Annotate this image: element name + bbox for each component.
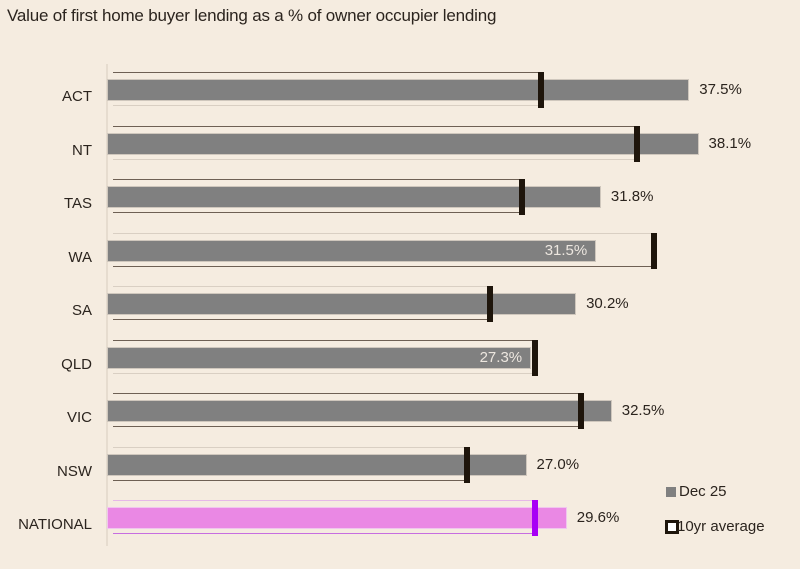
filled-square-icon (666, 487, 676, 497)
outlined-square-icon (665, 520, 679, 534)
category-label: NT (72, 141, 92, 159)
value-bar (108, 294, 576, 314)
category-label: ACT (62, 88, 92, 105)
category-label: VIC (66, 409, 92, 426)
category-label: SA (71, 302, 92, 319)
value-label: 32.5% (621, 402, 665, 419)
legend-label-dec25: Dec 25 (679, 483, 727, 500)
average-marker (486, 286, 493, 322)
category-label: NSW (57, 462, 92, 480)
chart-row-wa: WA 31.5% (0, 232, 800, 287)
value-bar (108, 401, 611, 421)
average-marker (531, 339, 538, 376)
chart-row-sa: SA 30.2% (0, 286, 800, 340)
category-label: NATIONAL (18, 516, 92, 533)
chart-row-act: ACT 37.5% (0, 72, 800, 126)
average-outline (113, 232, 655, 267)
average-outline (113, 179, 523, 213)
average-outline (113, 286, 490, 320)
value-bar (108, 187, 600, 207)
value-label: 37.5% (699, 81, 742, 98)
legend-label-10yr-average: 10yr average (677, 518, 765, 535)
chart-row-nt: NT 38.1% (0, 125, 800, 180)
value-label: 29.6% (576, 509, 620, 526)
chart-row-vic: VIC 32.5% (0, 393, 800, 447)
value-label: 38.1% (708, 134, 752, 152)
average-outline (113, 339, 535, 374)
value-bar (108, 80, 689, 100)
category-label: QLD (61, 355, 92, 373)
category-label: TAS (63, 195, 92, 212)
chart-row-qld: QLD 27.3% (0, 339, 800, 394)
average-outline (113, 500, 535, 534)
chart-row-nsw: NSW 27.0% (0, 446, 800, 501)
chart-row-national: NATIONAL 29.6% (0, 500, 800, 554)
average-marker (463, 446, 470, 483)
average-marker (531, 500, 538, 536)
value-bar (108, 133, 698, 154)
value-bar (108, 240, 596, 261)
average-marker (578, 393, 585, 429)
average-marker (538, 72, 544, 108)
average-outline (113, 446, 467, 481)
value-label: 31.5% (544, 241, 588, 259)
value-label: 27.0% (536, 455, 580, 473)
average-marker (519, 179, 526, 215)
y-axis-line (106, 64, 108, 546)
average-marker (651, 232, 658, 269)
value-bar (108, 508, 566, 528)
value-bar (108, 347, 531, 368)
chart-title: Value of first home buyer lending as a %… (7, 6, 497, 25)
average-outline (113, 125, 638, 160)
average-outline (113, 393, 582, 427)
chart-row-tas: TAS 31.8% (0, 179, 800, 233)
value-label: 31.8% (610, 188, 654, 205)
value-bar (108, 454, 526, 475)
category-label: WA (68, 248, 92, 266)
average-marker (634, 125, 641, 162)
average-outline (113, 72, 541, 106)
value-label: 27.3% (479, 348, 523, 366)
value-label: 30.2% (586, 295, 629, 312)
